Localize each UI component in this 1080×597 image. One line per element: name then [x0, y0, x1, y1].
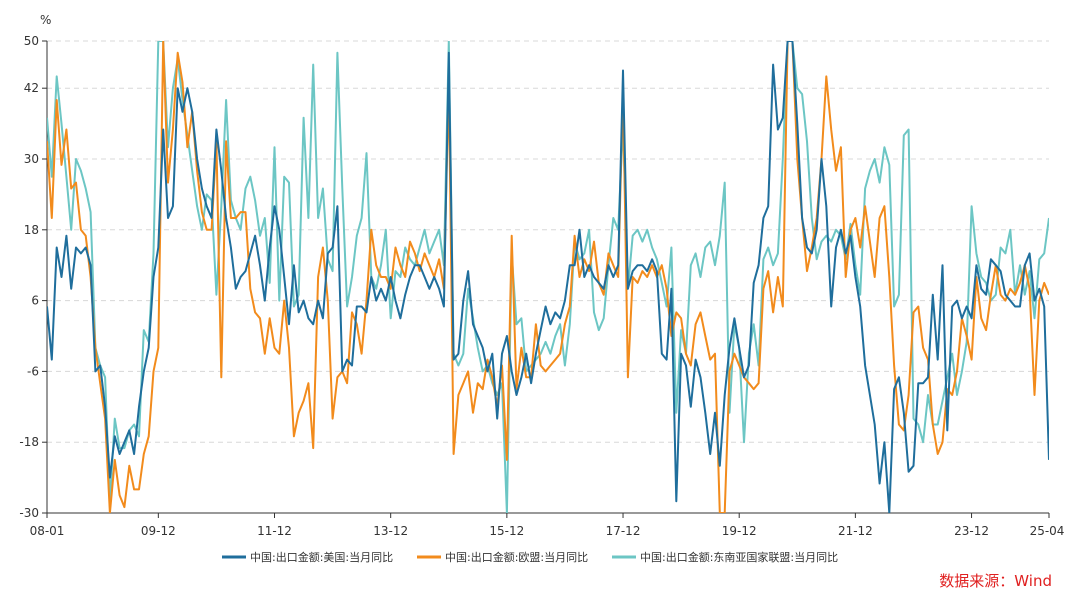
y-tick-label: -30	[19, 506, 39, 520]
y-tick-label: 50	[24, 34, 39, 48]
legend: 中国:出口金额:美国:当月同比 中国:出口金额:欧盟:当月同比 中国:出口金额:东南…	[222, 550, 838, 564]
y-axis-unit-label: %	[40, 13, 51, 27]
y-tick-label: 18	[24, 223, 39, 237]
x-tick-label: 17-12	[606, 524, 641, 538]
legend-label: 中国:出口金额:欧盟:当月同比	[445, 550, 588, 564]
y-tick-label: -6	[27, 364, 39, 378]
data-source-label: 数据来源：Wind	[939, 572, 1052, 590]
x-axis: 08-01 09-12 11-12 13-12 15-12 17-12 19-12 21-12…	[30, 512, 1065, 538]
legend-label: 中国:出口金额:东南亚国家联盟:当月同比	[640, 550, 838, 564]
x-tick-label: 09-12	[141, 524, 176, 538]
x-tick-label: 21-12	[838, 524, 873, 538]
y-tick-label: -18	[19, 435, 39, 449]
series-lines	[47, 41, 1049, 513]
x-tick-label: 23-12	[954, 524, 989, 538]
y-tick-label: 6	[31, 294, 39, 308]
x-tick-label: 25-04	[1030, 524, 1065, 538]
x-tick-label: 08-01	[30, 524, 65, 538]
x-tick-label: 19-12	[722, 524, 757, 538]
y-axis: -30 -18 -6 6 18 30 42 50	[19, 34, 48, 520]
series-line-1	[47, 41, 1049, 513]
x-tick-label: 11-12	[257, 524, 292, 538]
legend-item[interactable]: 中国:出口金额:美国:当月同比	[222, 550, 393, 564]
x-tick-label: 13-12	[373, 524, 408, 538]
y-tick-label: 30	[24, 152, 39, 166]
series-line-3	[47, 41, 1049, 513]
legend-item[interactable]: 中国:出口金额:东南亚国家联盟:当月同比	[612, 550, 838, 564]
legend-item[interactable]: 中国:出口金额:欧盟:当月同比	[417, 550, 588, 564]
legend-label: 中国:出口金额:美国:当月同比	[250, 550, 393, 564]
x-tick-label: 15-12	[489, 524, 524, 538]
y-tick-label: 42	[24, 81, 39, 95]
